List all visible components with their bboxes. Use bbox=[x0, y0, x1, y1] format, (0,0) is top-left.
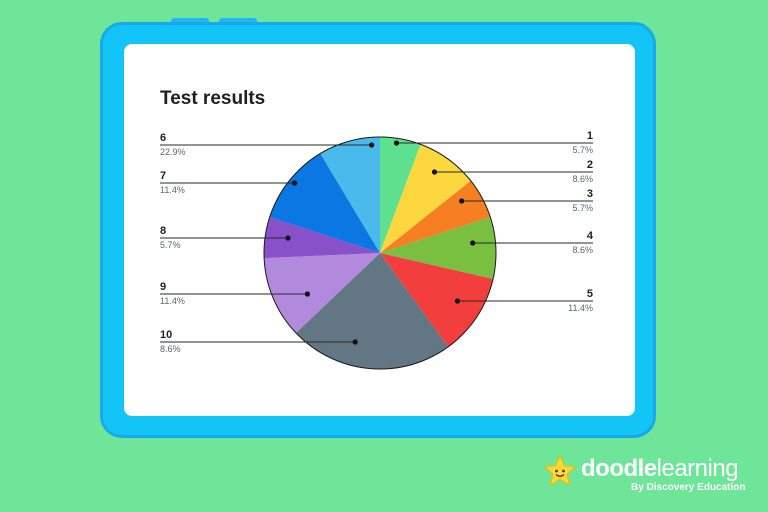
slice-label-5: 5 bbox=[587, 288, 593, 300]
slice-label-3: 3 bbox=[587, 188, 593, 200]
leader-dot-1 bbox=[393, 140, 400, 146]
slice-percent-1: 5.7% bbox=[572, 145, 593, 155]
brand-logo: doodlelearning By Discovery Education bbox=[543, 455, 746, 495]
leader-dot-4 bbox=[470, 240, 476, 246]
slice-label-4: 4 bbox=[587, 230, 594, 242]
pie-slice-4 bbox=[380, 217, 497, 280]
pie-slice-9 bbox=[269, 153, 380, 253]
pie-slice-10 bbox=[320, 137, 380, 253]
pie-slice-1 bbox=[380, 137, 421, 253]
slice-label-7: 7 bbox=[160, 170, 166, 182]
leader-dot-3 bbox=[459, 198, 465, 204]
chart-title: Test results bbox=[160, 88, 266, 109]
slice-label-1: 1 bbox=[587, 130, 593, 142]
leader-dot-7 bbox=[292, 180, 298, 186]
slice-label-9: 9 bbox=[160, 281, 166, 293]
pie-slice-5 bbox=[380, 253, 494, 347]
leader-dot-2 bbox=[431, 169, 438, 175]
slice-percent-10: 8.6% bbox=[160, 344, 181, 354]
brand-name-light: learning bbox=[656, 455, 739, 482]
pie-outline bbox=[263, 136, 497, 370]
pie-slice-6 bbox=[295, 253, 449, 370]
slice-percent-5: 11.4% bbox=[568, 303, 593, 313]
brand-tagline: By Discovery Education bbox=[631, 482, 746, 493]
leader-dot-10 bbox=[352, 339, 358, 345]
slice-percent-4: 8.6% bbox=[572, 245, 593, 255]
leader-dot-9 bbox=[304, 291, 310, 297]
slice-percent-7: 11.4% bbox=[160, 185, 185, 195]
leader-dot-5 bbox=[454, 298, 460, 304]
brand-name-bold: doodle bbox=[581, 455, 657, 482]
slice-percent-9: 11.4% bbox=[160, 296, 185, 306]
pie-labels: 1 5.7% 2 8.6% 3 5.7% 4 8.6% 5 11.4% 6 22.9% 7 11.4% 8 5… bbox=[160, 130, 594, 354]
slice-label-8: 8 bbox=[160, 225, 166, 237]
slice-percent-2: 8.6% bbox=[572, 174, 593, 184]
brand-name: doodlelearning bbox=[581, 455, 739, 483]
star-icon bbox=[543, 455, 577, 487]
slice-label-6: 6 bbox=[160, 132, 166, 144]
pie-slice-7 bbox=[264, 253, 380, 333]
slice-percent-6: 22.9% bbox=[160, 147, 186, 157]
slice-label-10: 10 bbox=[160, 329, 172, 341]
slice-percent-8: 5.7% bbox=[160, 240, 181, 250]
leader-dot-6 bbox=[369, 142, 375, 148]
slice-percent-3: 5.7% bbox=[572, 203, 593, 213]
leader-dot-8 bbox=[285, 235, 291, 241]
slice-label-2: 2 bbox=[587, 159, 593, 171]
pie-slice-8 bbox=[263, 217, 380, 259]
